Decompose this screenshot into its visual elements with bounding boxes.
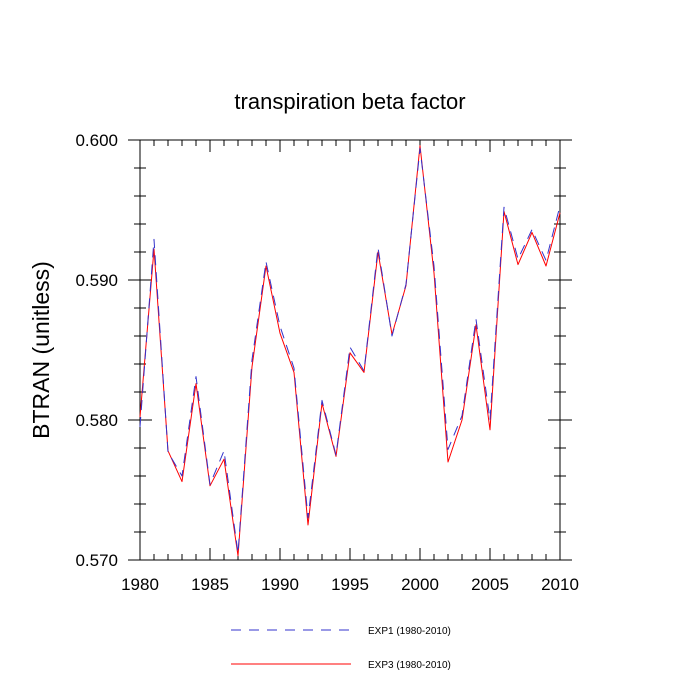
y-tick-label: 0.570 (75, 551, 118, 570)
x-tick-label: 1985 (191, 575, 229, 594)
y-tick-label: 0.590 (75, 271, 118, 290)
y-tick-label: 0.600 (75, 131, 118, 150)
y-axis-label: BTRAN (unitless) (28, 261, 54, 439)
axis-ticks (128, 139, 572, 561)
x-tick-label: 1980 (121, 575, 159, 594)
legend: EXP1 (1980-2010) EXP3 (1980-2010) (231, 626, 451, 671)
x-tick-label: 2010 (541, 575, 579, 594)
chart-title: transpiration beta factor (234, 89, 465, 114)
legend-label-exp1: EXP1 (1980-2010) (368, 626, 451, 637)
x-tick-label: 1995 (331, 575, 369, 594)
axis-tick-labels: 1980 1985 1990 1995 2000 2005 2010 0.570 0.580 0.… (75, 131, 578, 594)
x-tick-label: 2005 (471, 575, 509, 594)
x-tick-label: 2000 (401, 575, 439, 594)
plot-frame (139, 139, 561, 561)
series-line-exp3 (139, 145, 561, 557)
x-tick-label: 1990 (261, 575, 299, 594)
series-line-exp1 (139, 147, 561, 554)
series-layer (139, 145, 561, 557)
legend-label-exp3: EXP3 (1980-2010) (368, 660, 451, 671)
y-tick-label: 0.580 (75, 411, 118, 430)
